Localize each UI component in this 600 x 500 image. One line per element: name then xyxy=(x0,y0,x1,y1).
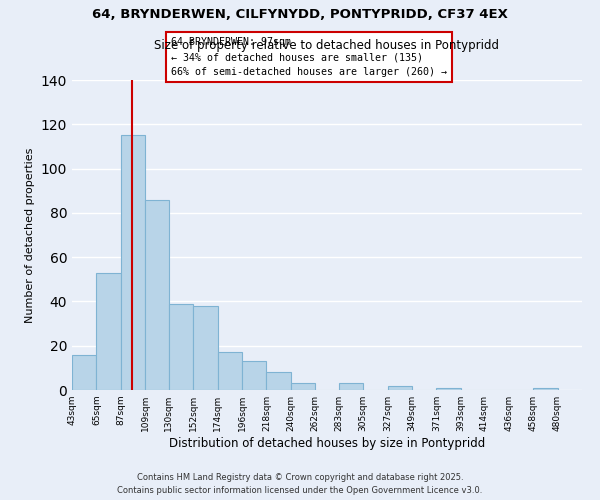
Bar xyxy=(121,136,145,390)
Bar xyxy=(338,384,363,390)
Bar xyxy=(436,388,461,390)
Bar xyxy=(388,386,412,390)
Bar xyxy=(169,304,193,390)
Bar xyxy=(97,272,121,390)
Title: Size of property relative to detached houses in Pontypridd: Size of property relative to detached ho… xyxy=(155,40,499,52)
Bar xyxy=(193,306,218,390)
Text: 64, BRYNDERWEN, CILFYNYDD, PONTYPRIDD, CF37 4EX: 64, BRYNDERWEN, CILFYNYDD, PONTYPRIDD, C… xyxy=(92,8,508,20)
Bar xyxy=(291,384,316,390)
Text: Contains HM Land Registry data © Crown copyright and database right 2025.
Contai: Contains HM Land Registry data © Crown c… xyxy=(118,474,482,495)
X-axis label: Distribution of detached houses by size in Pontypridd: Distribution of detached houses by size … xyxy=(169,437,485,450)
Y-axis label: Number of detached properties: Number of detached properties xyxy=(25,148,35,322)
Bar xyxy=(242,361,266,390)
Bar xyxy=(266,372,291,390)
Text: 64 BRYNDERWEN: 97sqm
← 34% of detached houses are smaller (135)
66% of semi-deta: 64 BRYNDERWEN: 97sqm ← 34% of detached h… xyxy=(172,38,448,77)
Bar xyxy=(218,352,242,390)
Bar xyxy=(72,354,97,390)
Bar xyxy=(533,388,557,390)
Bar xyxy=(145,200,169,390)
